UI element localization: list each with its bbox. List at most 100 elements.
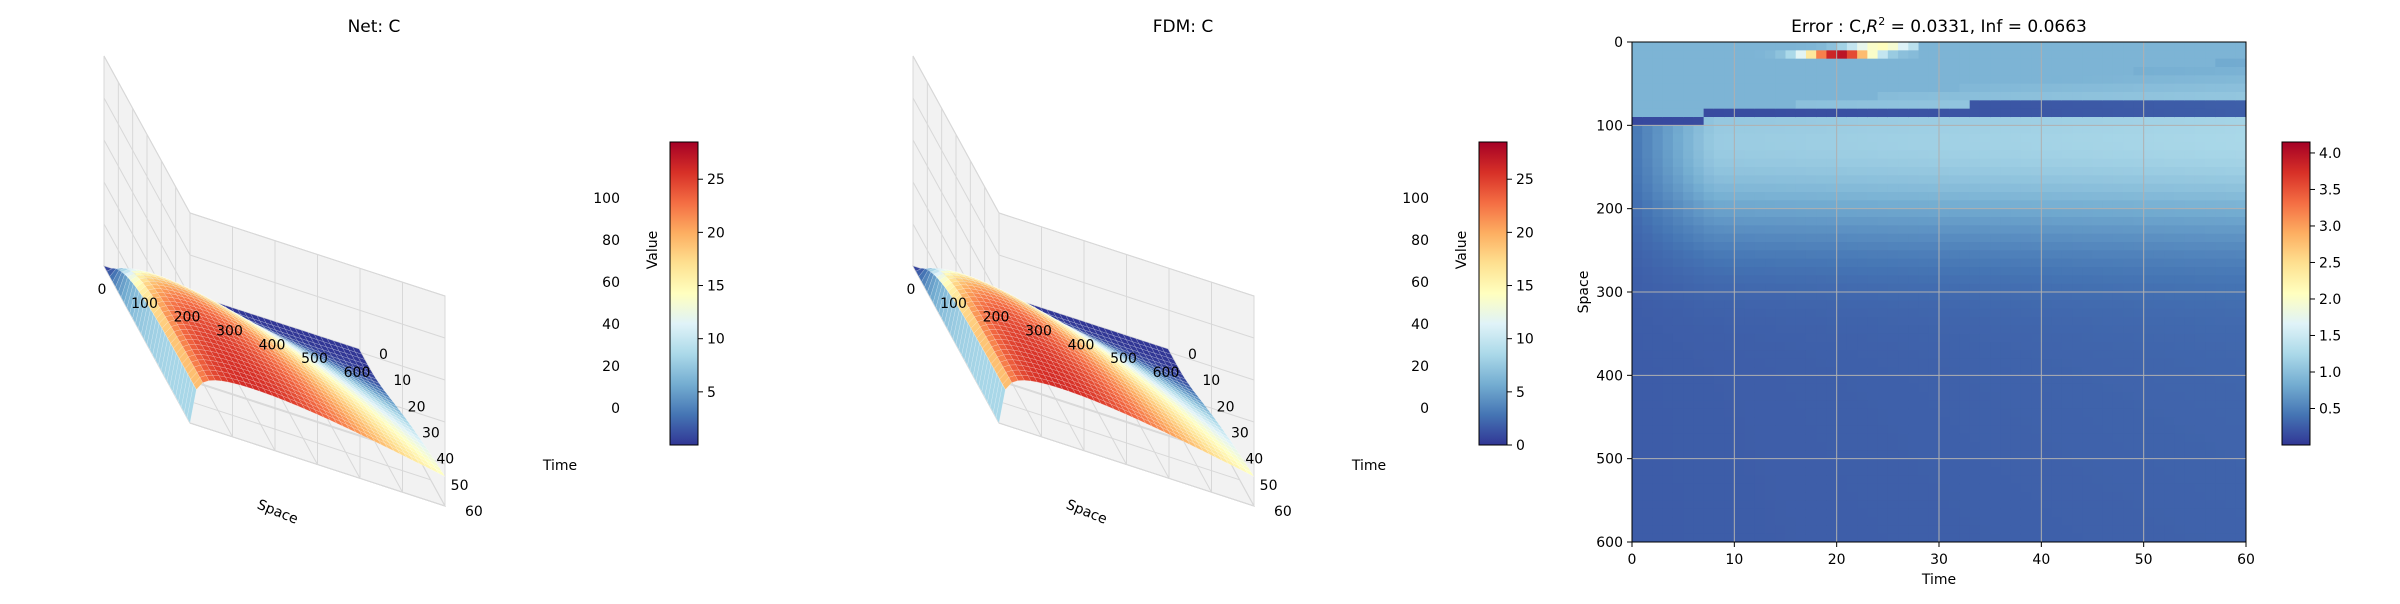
heatmap-cell [1642, 92, 1653, 101]
heatmap-cell [1663, 59, 1674, 68]
heatmap-cell [1632, 234, 1643, 243]
heatmap-cell [1714, 342, 1725, 351]
heatmap-cell [1632, 59, 1643, 68]
heatmap-cell [1888, 100, 1899, 109]
heatmap-cell [1765, 209, 1776, 218]
heatmap-cell [1632, 275, 1643, 284]
heatmap-cell [1642, 509, 1653, 518]
heatmap-cell [1898, 259, 1909, 268]
heatmap-cell [1642, 525, 1653, 534]
heatmap-cell [2021, 325, 2032, 334]
heatmap-cell [1775, 175, 1786, 184]
heatmap-cell [1683, 109, 1694, 118]
heatmap-cell [1632, 200, 1643, 209]
heatmap-cell [1663, 242, 1674, 251]
heatmap-cell [1796, 534, 1807, 543]
heatmap-cell [1693, 125, 1704, 134]
heatmap-cell [1980, 350, 1991, 359]
heatmap-cell [1642, 134, 1653, 143]
heatmap-cell [1724, 417, 1735, 426]
heatmap-cell [1734, 42, 1745, 51]
heatmap-cell [1734, 267, 1745, 276]
heatmap-cell [1642, 317, 1653, 326]
heatmap-cell [1765, 234, 1776, 243]
heatmap-cell [1796, 392, 1807, 401]
heatmap-cell [1724, 309, 1735, 318]
heatmap-cell [1745, 500, 1756, 509]
heatmap-cell [1826, 42, 1837, 51]
heatmap-cell [1714, 200, 1725, 209]
heatmap-cell [1949, 267, 1960, 276]
heatmap-cell [1786, 359, 1797, 368]
heatmap-cell [1714, 392, 1725, 401]
heatmap-cell [1949, 434, 1960, 443]
heatmap-cell [1816, 42, 1827, 51]
heatmap-cell [1939, 350, 1950, 359]
heatmap-cell [1642, 334, 1653, 343]
heatmap-cell [2041, 67, 2052, 76]
heatmap-cell [1673, 384, 1684, 393]
heatmap-cell [1683, 434, 1694, 443]
heatmap-cell [1919, 242, 1930, 251]
heatmap-cell [1663, 200, 1674, 209]
heatmap-cell [1765, 434, 1776, 443]
heatmap-cell [2041, 200, 2052, 209]
heatmap-cell [1857, 442, 1868, 451]
heatmap-cell [1755, 500, 1766, 509]
heatmap-cell [1683, 59, 1694, 68]
heatmap-cell [1693, 175, 1704, 184]
heatmap-cell [1970, 150, 1981, 159]
heatmap-cell [1908, 325, 1919, 334]
heatmap-cell [2041, 259, 2052, 268]
heatmap-cell [1693, 292, 1704, 301]
heatmap-cell [1970, 250, 1981, 259]
heatmap-cell [1755, 367, 1766, 376]
y-tick-label: 40 [1245, 452, 1263, 468]
heatmap-cell [1673, 250, 1684, 259]
heatmap-cell [1693, 317, 1704, 326]
heatmap-cell [1888, 509, 1899, 518]
heatmap-cell [1632, 267, 1643, 276]
heatmap-cell [1816, 167, 1827, 176]
heatmap-cell [1806, 509, 1817, 518]
heatmap-cell [1806, 242, 1817, 251]
heatmap-cell [1990, 325, 2001, 334]
heatmap-cell [2021, 392, 2032, 401]
heatmap-cell [1970, 234, 1981, 243]
heatmap-cell [2000, 325, 2011, 334]
heatmap-cell [2011, 384, 2022, 393]
heatmap-cell [1724, 67, 1735, 76]
heatmap-cell [1632, 325, 1643, 334]
heatmap-cell [1959, 42, 1970, 51]
heatmap-cell [1704, 142, 1715, 151]
x-tick-label: 200 [983, 310, 1010, 326]
heatmap-cell [2031, 417, 2042, 426]
heatmap-cell [1847, 500, 1858, 509]
heatmap-cell [1704, 200, 1715, 209]
heatmap-cell [1642, 250, 1653, 259]
heatmap-cell [1714, 117, 1725, 126]
heatmap-cell [1837, 292, 1848, 301]
heatmap-cell [2000, 359, 2011, 368]
heatmap-cell [1632, 92, 1643, 101]
heatmap-cell [1806, 409, 1817, 418]
heatmap-cell [1745, 250, 1756, 259]
heatmap-cell [1745, 42, 1756, 51]
heatmap-cell [1908, 309, 1919, 318]
heatmap-cell [1775, 375, 1786, 384]
heatmap-cell [1949, 359, 1960, 368]
heatmap-cell [2000, 500, 2011, 509]
heatmap-cell [1693, 142, 1704, 151]
heatmap-cell [1652, 167, 1663, 176]
heatmap-cell [1786, 117, 1797, 126]
heatmap-cell [1919, 450, 1930, 459]
heatmap-cell [1949, 167, 1960, 176]
heatmap-cell [1755, 142, 1766, 151]
heatmap-cell [1919, 117, 1930, 126]
heatmap-cell [1652, 450, 1663, 459]
heatmap-cell [1693, 50, 1704, 59]
heatmap-cell [1642, 275, 1653, 284]
heatmap-cell [1990, 409, 2001, 418]
heatmap-cell [1939, 484, 1950, 493]
heatmap-cell [1693, 534, 1704, 543]
